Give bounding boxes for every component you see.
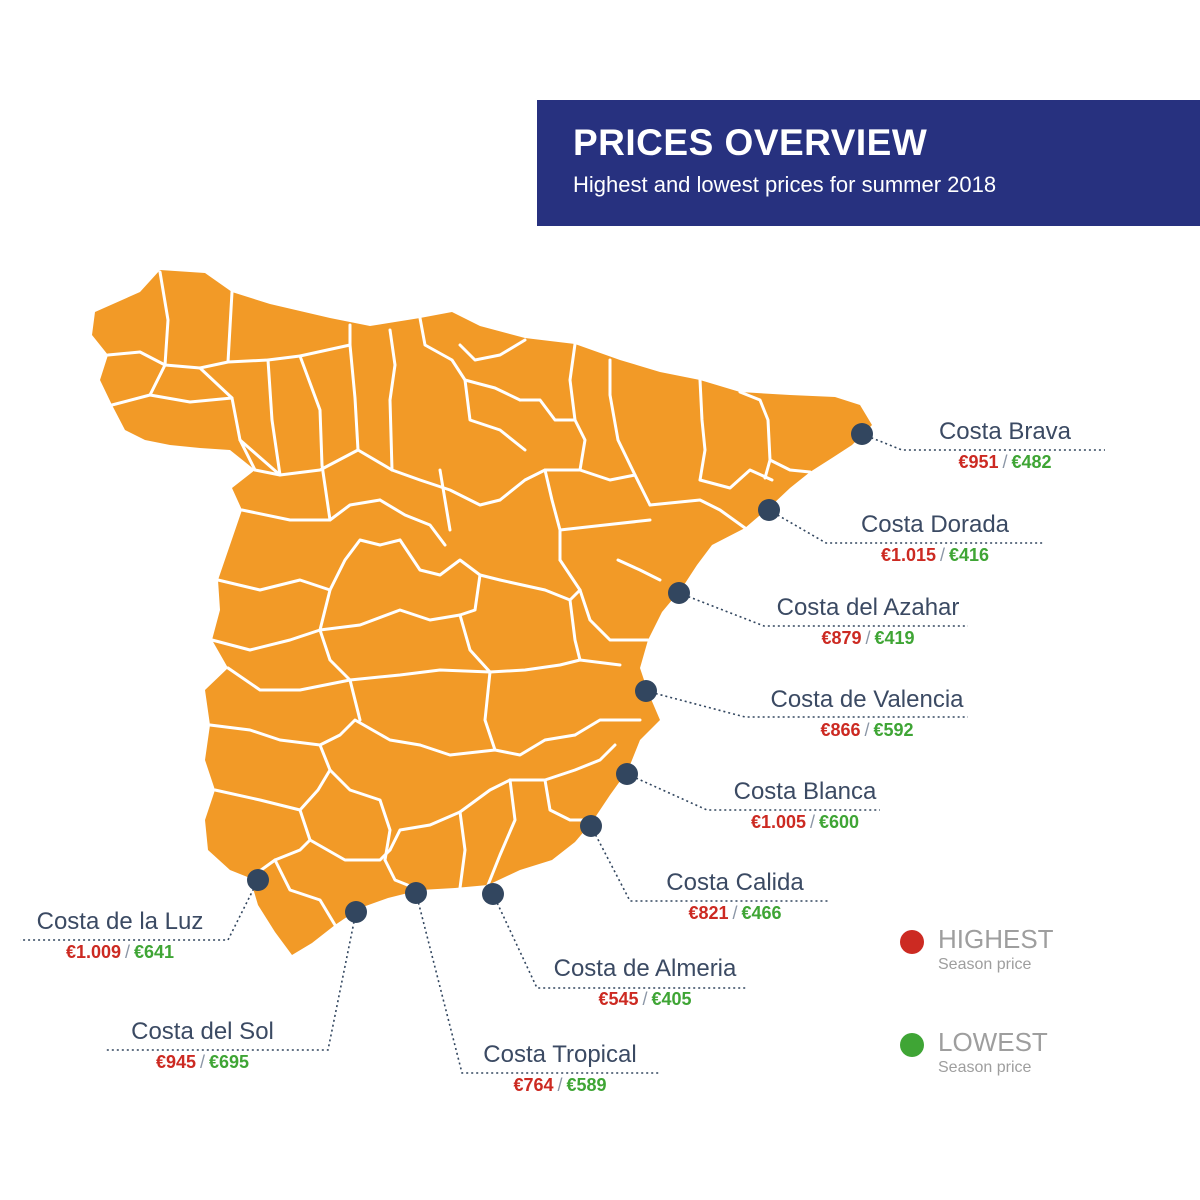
lowest-price: €600 xyxy=(819,812,860,832)
lowest-price: €641 xyxy=(134,942,175,962)
legend-highest-title: HIGHEST xyxy=(938,924,1054,954)
label-costa-de-valencia: Costa de Valencia €866/€592 xyxy=(752,686,982,741)
connector-lines xyxy=(20,433,1105,1074)
page-title: PRICES OVERVIEW xyxy=(573,122,928,163)
connector-costa-calida xyxy=(590,825,828,902)
location-prices: €545/€405 xyxy=(537,989,753,1010)
marker-costa-de-almeria[interactable] xyxy=(482,883,504,905)
price-separator: / xyxy=(1002,452,1008,472)
province-borders xyxy=(106,270,812,927)
label-costa-blanca: Costa Blanca €1.005/€600 xyxy=(715,778,895,833)
header-banner: PRICES OVERVIEW Highest and lowest price… xyxy=(537,100,1200,226)
location-markers xyxy=(247,423,873,923)
price-separator: / xyxy=(864,720,870,740)
lowest-price: €482 xyxy=(1011,452,1052,472)
location-prices: €1.015/€416 xyxy=(845,545,1025,566)
connector-costa-dorada xyxy=(768,509,1045,544)
lowest-price: €589 xyxy=(566,1075,607,1095)
price-separator: / xyxy=(940,545,946,565)
label-costa-de-almeria: Costa de Almeria €545/€405 xyxy=(537,955,753,1010)
location-prices: €1.009/€641 xyxy=(22,942,218,963)
label-costa-del-azahar: Costa del Azahar €879/€419 xyxy=(762,594,974,649)
location-name: Costa Tropical xyxy=(483,1041,637,1068)
highest-price: €945 xyxy=(155,1052,196,1072)
label-costa-de-la-luz: Costa de la Luz €1.009/€641 xyxy=(22,908,218,963)
highest-price: €1.005 xyxy=(750,812,806,832)
location-prices: €866/€592 xyxy=(752,720,982,741)
location-name: Costa del Azahar xyxy=(776,594,960,621)
lowest-price: €695 xyxy=(209,1052,250,1072)
location-name: Costa Blanca xyxy=(733,778,877,805)
location-prices: €1.005/€600 xyxy=(715,812,895,833)
highest-price: €951 xyxy=(958,452,999,472)
marker-costa-calida[interactable] xyxy=(580,815,602,837)
red-dot-icon xyxy=(900,930,924,954)
location-prices: €945/€695 xyxy=(115,1052,290,1073)
highest-price: €545 xyxy=(598,989,639,1009)
green-dot-icon xyxy=(900,1033,924,1057)
location-name: Costa del Sol xyxy=(131,1018,274,1045)
location-name: Costa Dorada xyxy=(860,511,1010,538)
marker-costa-dorada[interactable] xyxy=(758,499,780,521)
location-prices: €821/€466 xyxy=(650,903,820,924)
legend-lowest-subtitle: Season price xyxy=(938,1059,1032,1076)
label-costa-calida: Costa Calida €821/€466 xyxy=(650,869,820,924)
lowest-price: €416 xyxy=(949,545,990,565)
location-name: Costa Brava xyxy=(938,418,1072,445)
price-separator: / xyxy=(810,812,816,832)
highest-price: €866 xyxy=(820,720,861,740)
marker-costa-blanca[interactable] xyxy=(616,763,638,785)
highest-price: €821 xyxy=(688,903,729,923)
marker-costa-de-la-luz[interactable] xyxy=(247,869,269,891)
label-costa-tropical: Costa Tropical €764/€589 xyxy=(465,1041,655,1096)
lowest-price: €592 xyxy=(873,720,914,740)
price-separator: / xyxy=(865,628,871,648)
connector-costa-tropical xyxy=(415,892,660,1074)
location-prices: €951/€482 xyxy=(930,452,1080,473)
location-name: Costa de la Luz xyxy=(36,908,204,935)
price-separator: / xyxy=(125,942,131,962)
price-separator: / xyxy=(557,1075,563,1095)
price-separator: / xyxy=(642,989,648,1009)
lowest-price: €405 xyxy=(651,989,692,1009)
price-separator: / xyxy=(199,1052,205,1072)
legend-highest-subtitle: Season price xyxy=(938,956,1032,973)
marker-costa-brava[interactable] xyxy=(851,423,873,445)
lowest-price: €419 xyxy=(874,628,915,648)
highest-price: €879 xyxy=(821,628,862,648)
highest-price: €1.009 xyxy=(65,942,121,962)
connector-costa-de-la-luz xyxy=(20,879,259,941)
location-prices: €764/€589 xyxy=(465,1075,655,1096)
page-subtitle: Highest and lowest prices for summer 201… xyxy=(573,172,997,197)
label-costa-del-sol: Costa del Sol €945/€695 xyxy=(115,1018,290,1073)
lowest-price: €466 xyxy=(741,903,782,923)
location-name: Costa de Valencia xyxy=(770,686,964,713)
marker-costa-de-valencia[interactable] xyxy=(635,680,657,702)
location-name: Costa Calida xyxy=(666,869,804,896)
marker-costa-del-azahar[interactable] xyxy=(668,582,690,604)
label-costa-brava: Costa Brava €951/€482 xyxy=(930,418,1080,473)
connector-costa-del-azahar xyxy=(678,592,968,627)
spain-mainland xyxy=(92,270,872,955)
location-name: Costa de Almeria xyxy=(553,955,737,982)
label-costa-dorada: Costa Dorada €1.015/€416 xyxy=(845,511,1025,566)
marker-costa-tropical[interactable] xyxy=(405,882,427,904)
marker-costa-del-sol[interactable] xyxy=(345,901,367,923)
price-separator: / xyxy=(732,903,738,923)
connector-costa-de-valencia xyxy=(645,690,968,718)
highest-price: €764 xyxy=(513,1075,554,1095)
highest-price: €1.015 xyxy=(880,545,936,565)
connector-costa-del-sol xyxy=(105,911,357,1051)
location-prices: €879/€419 xyxy=(762,628,974,649)
legend-lowest-title: LOWEST xyxy=(938,1027,1048,1057)
